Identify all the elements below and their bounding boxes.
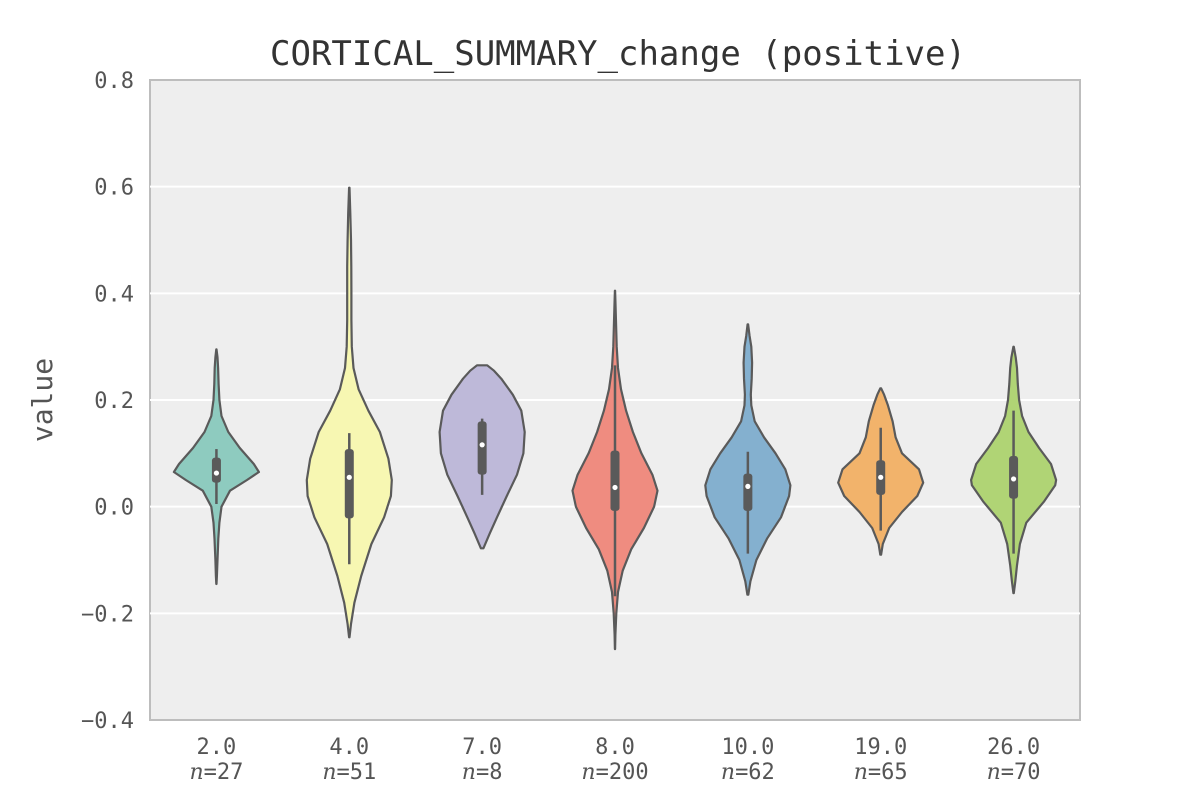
iqr-box [477,421,487,475]
sample-count-label: n=200 [581,760,648,785]
x-tick-label: 19.0 [854,735,907,760]
median-marker [479,442,485,448]
sample-count-label: n=70 [987,760,1041,785]
y-tick-label: 0.4 [94,282,134,307]
median-marker [745,483,751,489]
iqr-box [610,450,620,511]
median-marker [612,484,618,491]
y-axis-label: value [26,358,59,442]
y-tick-label: 0.8 [94,69,134,94]
y-axis-ticks: −0.4 −0.2 0.0 0.2 0.4 0.6 0.8 [81,69,134,734]
median-marker [346,474,352,480]
iqr-box [211,457,221,483]
sample-count-label: n=27 [189,760,243,785]
sample-count-label: n=51 [322,760,376,785]
iqr-box [344,449,354,519]
violins [172,186,1058,651]
sample-count-label: n=8 [462,760,503,785]
x-tick-label: 10.0 [721,735,774,760]
y-tick-label: −0.2 [81,602,134,627]
x-tick-label: 26.0 [987,735,1040,760]
sample-count-label: n=65 [854,760,908,785]
iqr-box [743,473,753,511]
x-tick-label: 4.0 [329,735,369,760]
x-axis-ticks: 2.0n=27 4.0n=51 7.0n=8 8.0n=200 10.0n=62 19.0… [189,735,1040,785]
chart-title: CORTICAL_SUMMARY_change (positive) [270,34,966,74]
median-marker [1010,476,1017,482]
violin-4.0 [305,186,393,639]
x-tick-label: 2.0 [197,735,237,760]
median-marker [878,474,884,480]
y-tick-label: 0.6 [94,176,134,201]
x-tick-label: 8.0 [595,735,635,760]
y-tick-label: 0.2 [94,389,134,414]
y-tick-label: −0.4 [81,709,134,734]
sample-count-label: n=62 [721,760,775,785]
y-tick-label: 0.0 [94,496,134,521]
median-marker [213,470,220,476]
x-tick-label: 7.0 [462,735,502,760]
